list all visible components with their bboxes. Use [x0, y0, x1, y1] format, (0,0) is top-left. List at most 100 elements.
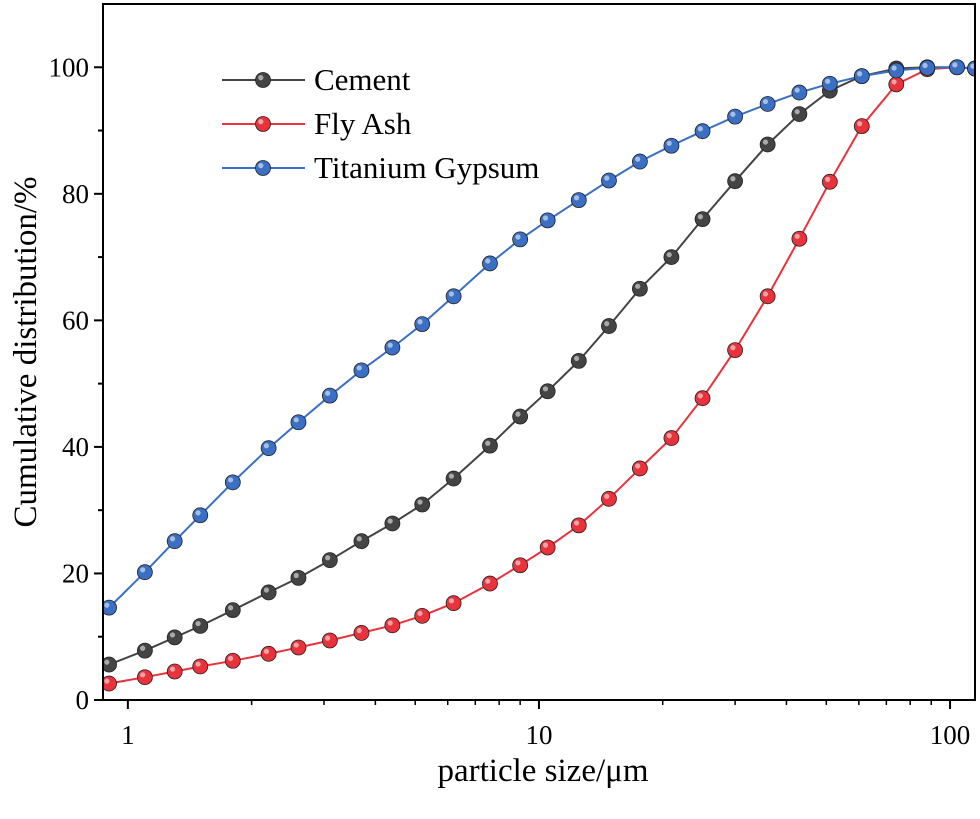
data-point [321, 387, 338, 404]
point-highlight [635, 283, 641, 289]
point-highlight [542, 386, 549, 392]
point-highlight [604, 493, 610, 499]
point-highlight [762, 291, 769, 297]
x-tick-label: 1 [121, 720, 135, 750]
data-point [853, 68, 870, 85]
data-point [166, 663, 183, 680]
data-point [791, 84, 808, 101]
data-point [290, 414, 307, 431]
data-point [759, 136, 776, 153]
point-highlight [515, 411, 521, 417]
point-highlight [697, 393, 703, 399]
point-highlight [635, 156, 641, 162]
data-point [353, 533, 370, 550]
point-highlight [417, 610, 423, 617]
point-highlight [730, 111, 736, 117]
data-point [631, 460, 648, 477]
x-tick-label: 100 [930, 720, 971, 750]
point-highlight [104, 678, 110, 684]
legend-label: Fly Ash [314, 106, 412, 141]
data-point [949, 59, 965, 76]
data-point [192, 507, 209, 524]
data-point [445, 470, 462, 487]
point-highlight [515, 560, 521, 566]
point-highlight [387, 518, 393, 524]
series-titanium-gypsum [103, 59, 975, 616]
data-point [694, 123, 711, 140]
data-point [791, 106, 808, 122]
data-point [353, 625, 370, 641]
data-point [570, 517, 587, 534]
data-point [482, 255, 498, 272]
data-point [512, 231, 529, 248]
point-highlight [794, 109, 800, 115]
data-point [919, 60, 936, 76]
data-point [663, 430, 680, 446]
point-highlight [573, 520, 580, 526]
point-highlight [448, 598, 455, 604]
data-point [791, 230, 808, 247]
point-highlight [573, 195, 580, 201]
point-highlight [762, 98, 769, 105]
legend-item: Fly Ash [222, 106, 412, 141]
point-highlight [922, 62, 928, 69]
point-highlight [794, 233, 800, 239]
point-highlight [169, 536, 176, 542]
point-highlight [263, 587, 270, 593]
point-highlight [325, 390, 331, 396]
point-highlight [604, 175, 610, 181]
data-point [482, 575, 498, 592]
point-highlight [263, 648, 270, 655]
point-highlight [140, 672, 146, 678]
point-highlight [891, 65, 897, 71]
point-highlight [140, 645, 146, 651]
data-point [727, 108, 743, 125]
point-highlight [293, 417, 299, 423]
data-point [166, 533, 183, 550]
point-highlight [697, 214, 703, 220]
point-highlight [856, 71, 863, 77]
point-highlight [730, 176, 736, 182]
data-point [224, 474, 241, 491]
point-highlight [417, 319, 423, 325]
point-highlight [762, 139, 769, 145]
data-point [694, 390, 711, 407]
point-highlight [387, 342, 393, 348]
data-point [694, 211, 711, 228]
data-point [192, 618, 209, 634]
legend-label: Titanium Gypsum [314, 150, 539, 185]
point-highlight [970, 63, 975, 69]
series-fly-ash [103, 59, 975, 692]
point-highlight [325, 555, 331, 561]
data-point [136, 564, 153, 581]
data-point [821, 75, 838, 92]
data-point [353, 362, 370, 379]
data-point [727, 173, 743, 190]
point-highlight [952, 62, 958, 68]
data-point [445, 288, 462, 305]
data-point [663, 137, 680, 154]
point-highlight [542, 215, 549, 221]
y-tick-label: 100 [49, 52, 90, 82]
point-highlight [140, 567, 146, 573]
point-highlight [195, 620, 201, 627]
point-highlight [228, 605, 234, 611]
point-highlight [195, 510, 201, 516]
point-highlight [325, 635, 331, 641]
point-highlight [635, 463, 641, 469]
data-point [290, 639, 307, 656]
point-highlight [387, 620, 393, 626]
point-highlight [228, 655, 234, 661]
data-point [570, 192, 587, 209]
data-point [570, 352, 587, 369]
data-point [539, 539, 556, 556]
data-point [512, 408, 529, 425]
legend-item: Titanium Gypsum [222, 150, 539, 185]
data-point [192, 658, 209, 675]
data-point [445, 595, 462, 612]
y-tick-label: 20 [62, 558, 89, 588]
point-highlight [263, 443, 270, 449]
data-point [136, 669, 153, 686]
data-point [482, 437, 498, 454]
